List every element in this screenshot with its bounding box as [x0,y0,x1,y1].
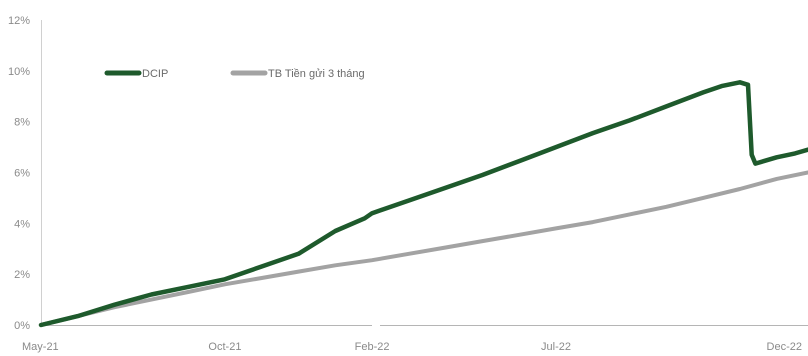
x-tick-label: Jul-22 [541,341,571,353]
y-tick-label: 8% [14,117,30,129]
x-axis-ticks: May-21 Oct-21 Feb-22 Jul-22 Dec-22 [22,341,802,353]
y-tick-label: 4% [14,218,30,230]
y-tick-label: 12% [8,15,30,27]
x-tick-label: Dec-22 [767,341,802,353]
legend-label: TB Tiền gửi 3 tháng [268,68,365,80]
x-tick-label: Feb-22 [355,341,390,353]
deposit-3m-series-line [39,170,808,327]
series-lines [38,80,808,328]
legend: DCIP TB Tiền gửi 3 tháng [104,68,365,80]
y-axis-ticks: 0% 2% 4% 6% 8% 10% 12% [8,15,30,332]
y-tick-label: 0% [14,320,30,332]
x-tick-label: Oct-21 [208,341,241,353]
axis-gap [372,323,380,331]
x-tick-label: May-21 [22,341,59,353]
dcip-series-line [38,80,808,328]
y-tick-label: 10% [8,66,30,78]
y-tick-label: 2% [14,269,30,281]
legend-label: DCIP [142,68,168,80]
y-tick-label: 6% [14,168,30,180]
